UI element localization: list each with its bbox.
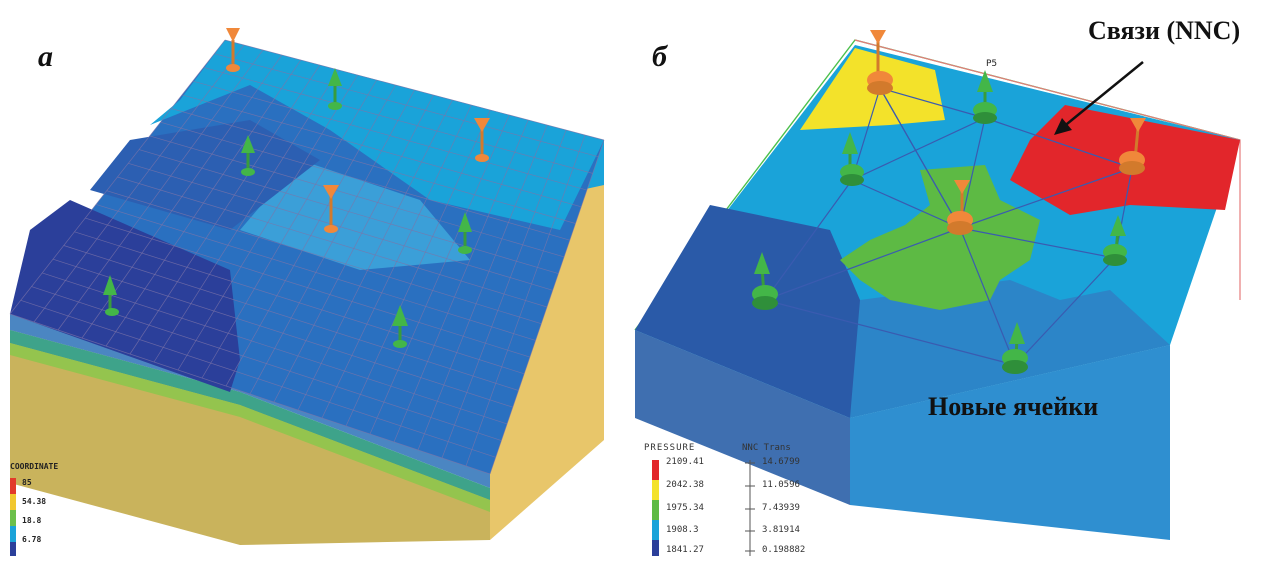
region-mid-blue <box>850 280 1170 418</box>
nnc-legend-title: NNC Trans <box>742 443 791 453</box>
right-model: P5 <box>634 30 1241 540</box>
grid-line <box>417 124 548 451</box>
left-front-layer-green <box>10 343 240 417</box>
grid-line <box>393 119 529 443</box>
right-wells <box>752 30 1146 374</box>
pressure-tick: 2042.38 <box>666 480 704 490</box>
grid-line <box>297 99 453 411</box>
left-right-layer-teal <box>240 392 490 500</box>
annotation-arrow <box>1054 61 1144 135</box>
pressure-tick: 2109.41 <box>666 457 704 467</box>
nnc-tick: 3.81914 <box>762 525 800 535</box>
grid-line <box>85 217 531 358</box>
left-region-middle <box>240 160 470 270</box>
grid-line <box>63 245 519 391</box>
injector-well-icon <box>323 185 339 233</box>
grid-line <box>465 134 586 467</box>
producer-well-icon <box>752 252 778 310</box>
grid-line <box>74 231 525 375</box>
panel-label-b: б <box>652 40 667 73</box>
left-region-band <box>90 120 320 230</box>
nnc-tick: 11.0596 <box>762 480 800 490</box>
nnc-trans-scale <box>745 460 755 556</box>
left-legend-tick: 54.38 <box>22 497 47 506</box>
left-legend-tick: 6.78 <box>22 535 42 544</box>
grid-line <box>489 139 605 475</box>
producer-well-icon <box>1002 322 1028 374</box>
pressure-tick: 1908.3 <box>666 525 699 535</box>
producer-well-icon <box>241 135 255 176</box>
pressure-colorbar <box>652 460 659 556</box>
producer-well-icon <box>392 305 408 348</box>
left-region-light <box>150 40 604 230</box>
producer-well-icon <box>1103 215 1127 266</box>
panel-label-a: а <box>38 40 53 73</box>
left-legend-tick: 18.8 <box>22 516 42 525</box>
pressure-legend-title: PRESSURE <box>644 443 696 453</box>
left-grid <box>9 39 605 475</box>
nnc-tick: 7.43939 <box>762 503 800 513</box>
pressure-tick: 1841.27 <box>666 545 704 555</box>
producer-well-icon <box>458 212 472 254</box>
nnc-tick: 0.198882 <box>762 545 806 555</box>
left-region-dark <box>10 200 240 392</box>
producer-well-icon <box>840 132 864 186</box>
injector-well-icon <box>1119 118 1146 175</box>
producer-well-icon <box>103 275 119 316</box>
left-wells <box>103 28 490 348</box>
grid-line <box>20 299 496 458</box>
right-side-face <box>850 345 1170 540</box>
region-dark-blue <box>635 205 890 418</box>
grid-line <box>95 204 536 341</box>
left-colorbar <box>10 478 16 556</box>
grid-line <box>106 190 542 325</box>
grid-line <box>42 272 508 425</box>
injector-well-icon <box>867 30 893 95</box>
injector-well-icon <box>226 28 240 72</box>
grid-line <box>52 258 513 408</box>
injector-well-icon <box>474 118 490 162</box>
well-label-p5: P5 <box>986 59 997 69</box>
grid-line <box>441 129 567 459</box>
pressure-tick: 1975.34 <box>666 503 704 513</box>
grid-line <box>345 109 491 427</box>
annotation-links: Связи (NNC) <box>1088 16 1241 45</box>
injector-well-icon <box>947 180 973 235</box>
left-right-layer-green <box>240 405 490 512</box>
annotation-new-cells: Новые ячейки <box>928 392 1099 421</box>
grid-line <box>9 313 491 475</box>
nnc-tick: 14.6799 <box>762 457 800 467</box>
grid-line <box>369 114 510 435</box>
left-model <box>9 28 605 545</box>
left-front-layer-teal <box>10 330 240 405</box>
grid-line <box>117 176 548 308</box>
grid-line <box>321 104 472 419</box>
producer-well-icon <box>973 70 997 124</box>
right-front-face <box>635 330 850 505</box>
grid-line <box>273 94 434 403</box>
left-legend-title: COORDINATE <box>10 462 59 471</box>
left-legend-tick: 85 <box>22 478 32 487</box>
region-green <box>840 165 1040 310</box>
producer-well-icon <box>328 68 342 110</box>
